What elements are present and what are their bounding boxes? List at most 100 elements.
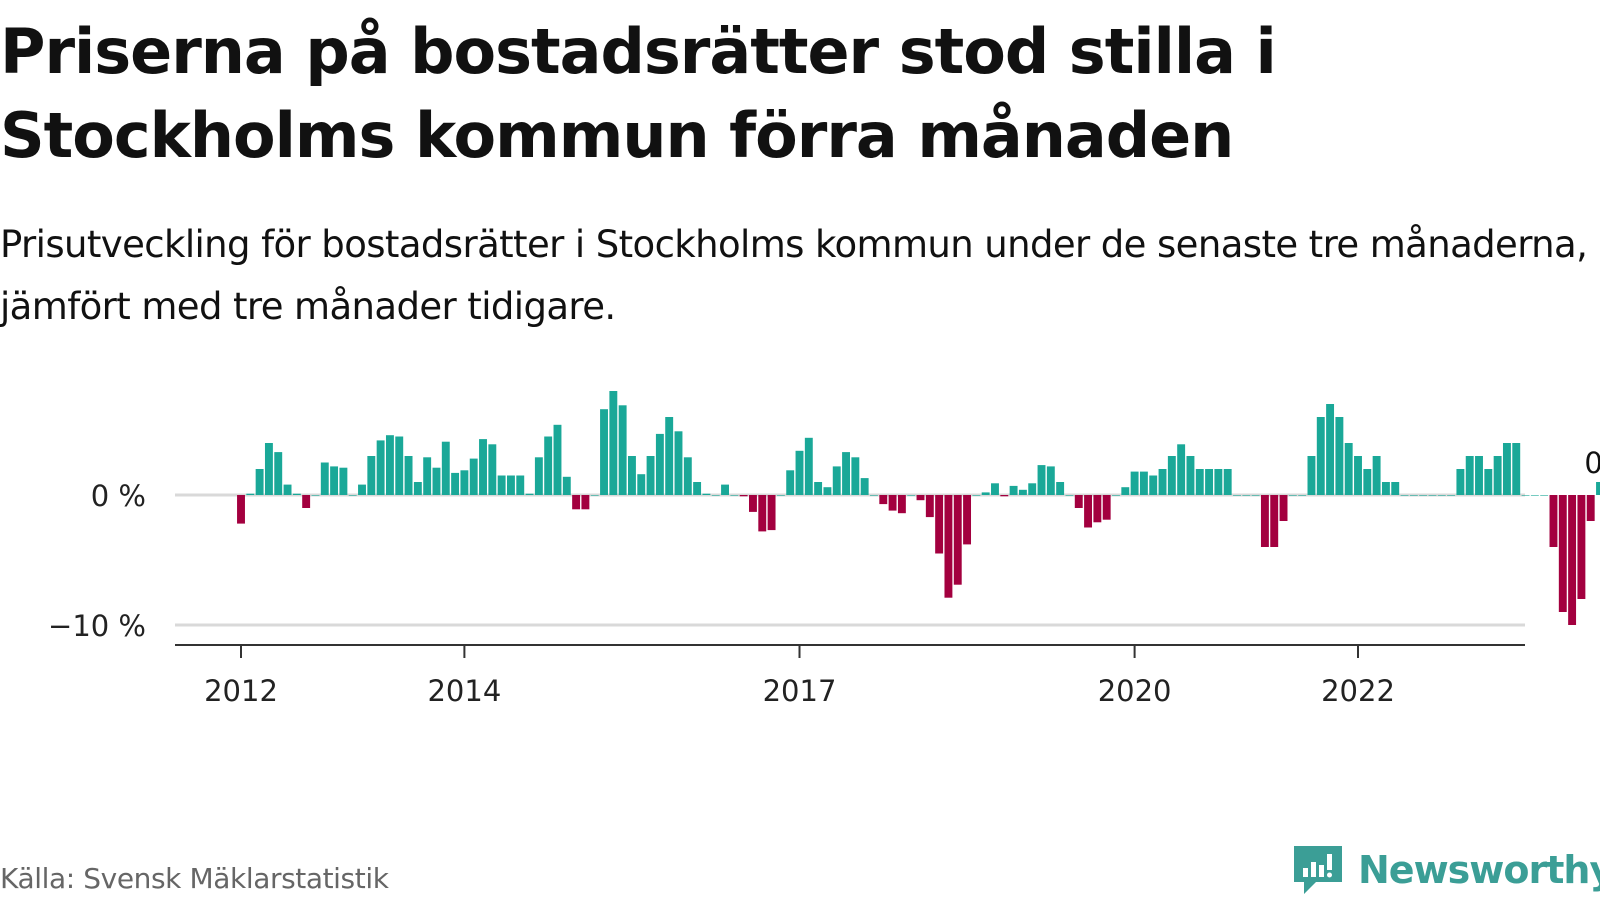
- bar: [497, 475, 506, 495]
- bar: [1186, 456, 1195, 495]
- bar: [972, 495, 981, 496]
- bar: [311, 495, 320, 496]
- bar: [655, 433, 664, 495]
- bar: [274, 452, 283, 495]
- bar: [693, 482, 702, 495]
- bar: [1400, 495, 1409, 496]
- bar: [674, 431, 683, 495]
- bar: [1363, 469, 1372, 495]
- y-tick-label: 0 %: [91, 479, 146, 513]
- bar: [1354, 456, 1362, 495]
- bar: [385, 435, 394, 495]
- bar: [1428, 495, 1437, 496]
- bar: [786, 470, 795, 495]
- bar: [1549, 495, 1558, 547]
- bar: [1484, 469, 1493, 495]
- bar: [460, 470, 469, 495]
- bar: [860, 478, 869, 495]
- bar: [1102, 495, 1111, 520]
- bar: [758, 495, 767, 532]
- bar: [925, 495, 934, 518]
- bar: [1093, 495, 1102, 523]
- bar: [870, 495, 878, 496]
- x-tick-label: 2017: [763, 674, 837, 708]
- bar: [237, 495, 245, 524]
- bar: [739, 495, 748, 497]
- bar: [1242, 495, 1251, 496]
- bar: [1270, 495, 1279, 547]
- chart-title: Priserna på bostadsrätter stod stilla i …: [0, 15, 1277, 172]
- bar: [1214, 469, 1223, 495]
- bar: [404, 456, 413, 495]
- bar: [842, 452, 850, 495]
- bar: [1121, 487, 1130, 495]
- bar: [935, 495, 944, 554]
- bar: [423, 457, 432, 495]
- bar: [1409, 495, 1418, 496]
- bar: [432, 467, 441, 495]
- bar: [618, 405, 627, 495]
- bar: [711, 495, 720, 496]
- axes: 0 % −10 % 2012 2014 2017 2020 2022 0 %: [48, 446, 1600, 708]
- bar: [358, 484, 366, 495]
- bar: [1112, 495, 1120, 496]
- bar: [1502, 443, 1511, 495]
- bar: [814, 482, 823, 495]
- bar: [1447, 495, 1456, 496]
- bar: [767, 495, 776, 531]
- bar: [963, 495, 972, 545]
- bar: [1456, 469, 1465, 495]
- newsworthy-logo-icon: [1294, 846, 1342, 894]
- bar: [888, 495, 897, 511]
- y-tick-label: −10 %: [48, 609, 146, 643]
- bar: [609, 391, 618, 495]
- bar: [1260, 495, 1269, 547]
- bar: [1475, 456, 1483, 495]
- bar: [1577, 495, 1586, 599]
- bar: [292, 493, 301, 495]
- bar: [534, 457, 543, 495]
- bar: [348, 495, 357, 496]
- bar: [1437, 495, 1446, 496]
- bar: [395, 436, 404, 495]
- bar: [823, 487, 832, 495]
- latest-value-label: 0 %: [1584, 446, 1600, 480]
- bar-chart: 0 % −10 % 2012 2014 2017 2020 2022 0 %: [48, 391, 1600, 708]
- bar: [683, 457, 692, 495]
- bar: [469, 458, 478, 495]
- bar: [776, 495, 785, 496]
- bar: [730, 495, 739, 496]
- bar: [451, 472, 460, 495]
- bar: [488, 444, 497, 495]
- bar: [944, 495, 953, 598]
- x-tick-label: 2014: [427, 674, 501, 708]
- bar: [255, 469, 264, 495]
- bar: [1167, 456, 1176, 495]
- gridlines: [175, 493, 1525, 627]
- bar: [1158, 469, 1167, 495]
- bar: [1009, 485, 1018, 495]
- bar: [330, 466, 339, 495]
- bar: [1493, 456, 1502, 495]
- bar: [376, 440, 385, 495]
- bar: [1139, 471, 1148, 495]
- bar: [1391, 482, 1400, 495]
- bar: [665, 417, 674, 495]
- bar: [1530, 495, 1539, 496]
- bar: [1177, 444, 1186, 495]
- bar: [1558, 495, 1567, 612]
- bar: [553, 424, 562, 495]
- bar: [1307, 456, 1316, 495]
- bar: [1586, 495, 1595, 521]
- bar: [1037, 465, 1046, 495]
- bar: [897, 495, 906, 514]
- bar: [851, 457, 860, 495]
- bar: [1149, 475, 1158, 495]
- bar: [516, 475, 525, 495]
- bar: [1512, 443, 1521, 495]
- bar: [1316, 417, 1325, 495]
- bar: [283, 484, 292, 495]
- bar: [1233, 495, 1241, 496]
- bar: [1195, 469, 1204, 495]
- bar: [795, 450, 804, 495]
